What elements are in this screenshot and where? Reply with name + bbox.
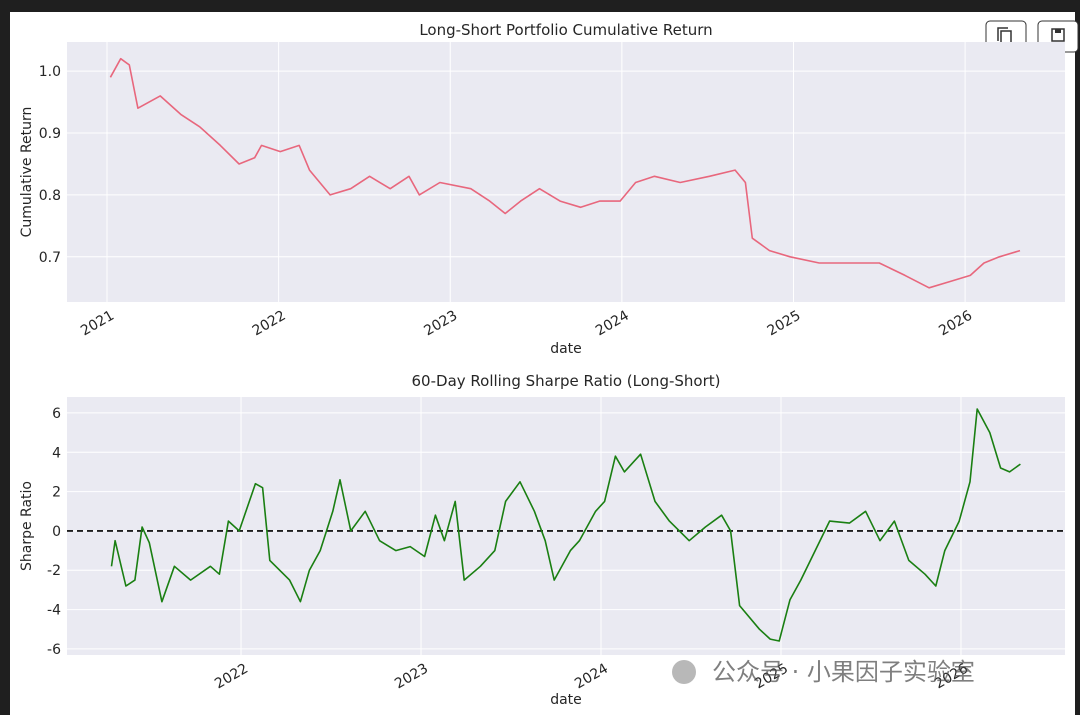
y-tick-label: 0.8 [39,188,61,204]
y-tick-label: -6 [47,642,61,658]
y-tick-label: -2 [47,563,61,579]
y-axis-label: Sharpe Ratio [19,481,35,571]
y-axis-label: Cumulative Return [19,107,35,238]
y-tick-label: 0.9 [39,126,61,142]
chart: Long-Short Portfolio Cumulative Return 0.… [19,21,1065,357]
x-axis-label: date [550,341,582,357]
data-line [109,57,1021,289]
watermark-text: 公众号 · 小果因子实验室 [712,658,975,686]
watermark: 公众号 · 小果因子实验室 [672,658,975,686]
y-tick-label: 4 [52,445,61,461]
plot-area [67,42,1065,302]
y-tick-label: 6 [52,406,61,422]
chart-title: Long-Short Portfolio Cumulative Return [419,21,712,39]
y-tick-label: 1.0 [39,64,61,80]
chart: 60-Day Rolling Sharpe Ratio (Long-Short)… [19,372,1065,708]
plot-area [67,397,1065,655]
chart-title: 60-Day Rolling Sharpe Ratio (Long-Short) [412,372,721,390]
data-line [110,408,1021,642]
y-tick-label: 0 [52,524,61,540]
x-axis-label: date [550,692,582,708]
y-tick-label: 2 [52,485,61,501]
y-tick-label: 0.7 [39,250,61,266]
y-tick-label: -4 [47,603,61,619]
